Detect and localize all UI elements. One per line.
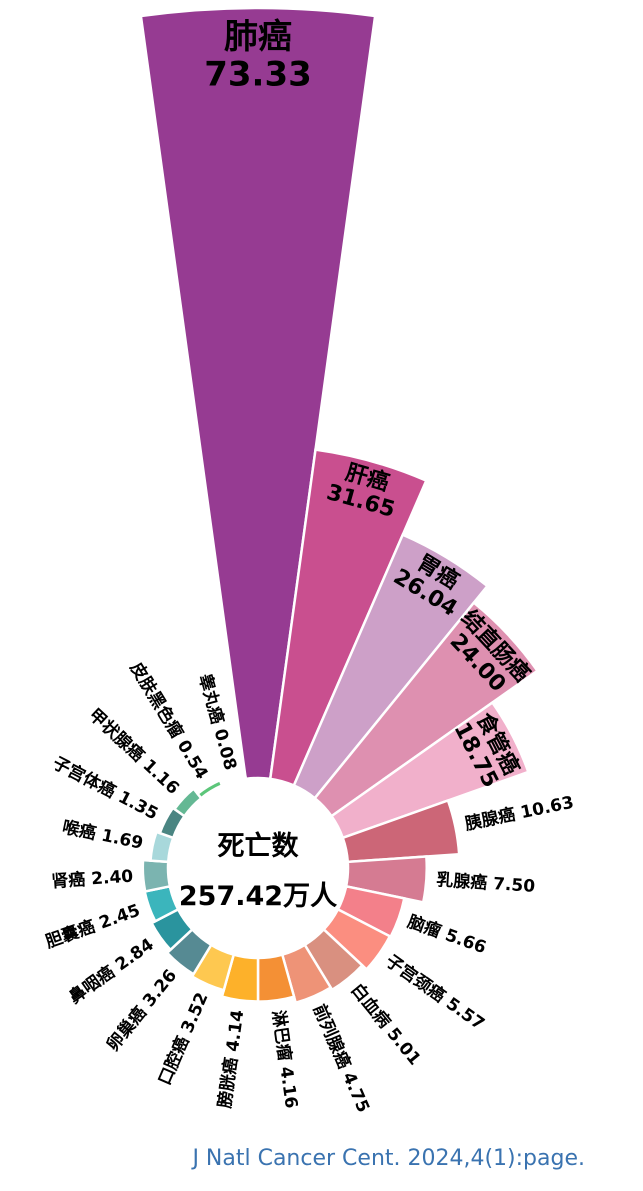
slice-label-12: 膀胱癌 4.14 (214, 1008, 248, 1109)
center-value: 257.42万人 (179, 881, 337, 912)
slice-1 (268, 448, 428, 788)
slice-label-16: 胆囊癌 2.45 (43, 900, 143, 953)
slice-18 (149, 830, 175, 864)
slice-19 (158, 806, 187, 840)
category-label: 肺癌 (224, 17, 292, 57)
slice-label-7: 脑瘤 5.66 (405, 911, 489, 958)
slice-17 (141, 858, 172, 893)
slice-20 (172, 786, 203, 818)
slice-5 (341, 798, 461, 864)
slice-0 (139, 6, 377, 781)
slice-label-10: 前列腺癌 4.75 (309, 1001, 374, 1116)
slice-8 (322, 907, 392, 972)
slice-9 (303, 927, 364, 992)
slice-2 (292, 533, 490, 800)
slice-6 (344, 855, 428, 904)
slice-21 (195, 778, 224, 800)
slice-label-11: 淋巴瘤 4.16 (268, 1009, 302, 1110)
slice-4 (329, 700, 530, 840)
slice-label-8: 子宫颈癌 5.57 (382, 950, 489, 1034)
slice-label-9: 白血病 5.01 (347, 979, 426, 1069)
slice-label-17: 肾癌 2.40 (51, 866, 134, 893)
slice-15 (149, 907, 194, 952)
slice-13 (190, 943, 236, 992)
slice-label-13: 口腔癌 3.52 (154, 989, 213, 1088)
slice-22 (219, 775, 248, 788)
slice-label-18: 喉癌 1.69 (61, 817, 145, 854)
slice-label-6: 乳腺癌 7.50 (436, 869, 536, 897)
center-title: 死亡数 (218, 831, 300, 862)
slice-14 (165, 927, 213, 976)
value-label: 73.33 (204, 54, 312, 94)
source-citation: J Natl Cancer Cent. 2024,4(1):page. (192, 1146, 585, 1171)
slice-label-5: 胰腺癌 10.63 (463, 792, 576, 835)
slice-3 (313, 600, 540, 818)
slice-10 (280, 943, 333, 1005)
